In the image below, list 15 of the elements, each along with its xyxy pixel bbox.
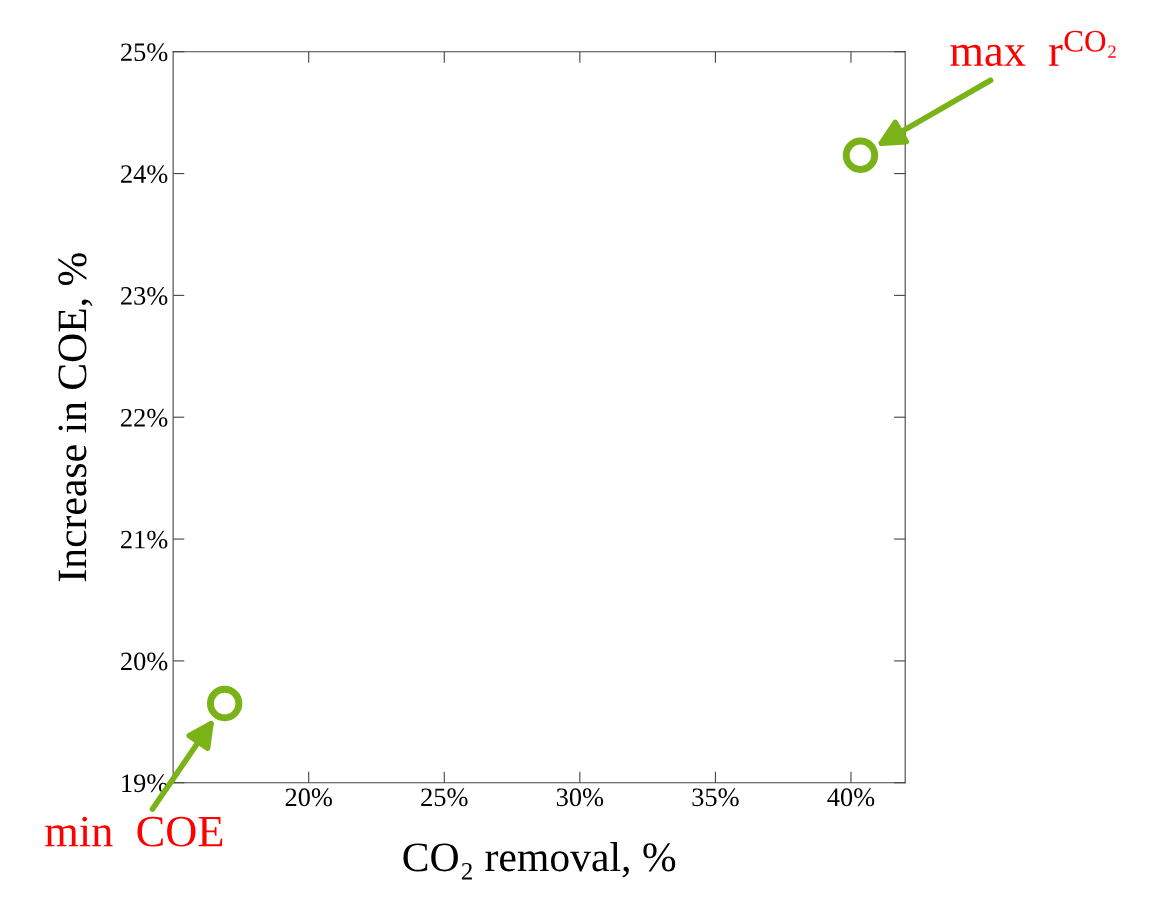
- x-tick-label: 20%: [285, 788, 332, 807]
- x-tick-label: 30%: [556, 788, 604, 807]
- y-tick-label: 25%: [121, 43, 168, 62]
- y-tick-label: 24%: [121, 165, 168, 184]
- x-tick-label: 25%: [421, 788, 468, 807]
- annotation: min COE: [45, 816, 223, 847]
- x-axis-title: CO₂ removal, %: [403, 842, 676, 880]
- y-tick-label: 20%: [121, 652, 168, 671]
- y-tick-label: 23%: [121, 286, 168, 305]
- y-tick-label: 21%: [121, 530, 168, 549]
- annotation: max r$^{CO₂}$: [950, 30, 1116, 67]
- y-tick-label: 22%: [121, 408, 168, 427]
- x-tick-label: 40%: [827, 788, 875, 807]
- y-axis-title: Increase in COE, %: [58, 253, 93, 582]
- x-tick-label: 35%: [692, 788, 739, 807]
